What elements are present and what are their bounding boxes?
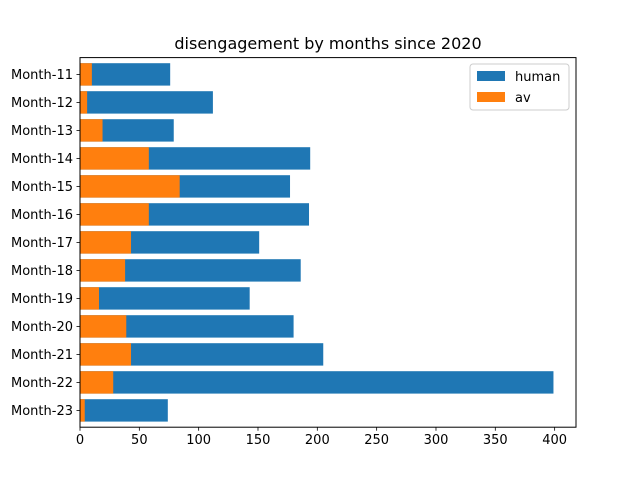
- bar-av-month-22: [80, 371, 114, 394]
- legend-swatch-human: [477, 71, 505, 81]
- y-tick-label: Month-23: [11, 404, 73, 419]
- x-tick-label: 300: [424, 433, 449, 448]
- bars-group: [80, 63, 554, 422]
- y-axis: Month-11 Month-12 Month-13 Month-14 Month-15…: [11, 68, 80, 419]
- bar-human-month-11: [80, 63, 171, 86]
- x-tick-label: 350: [483, 433, 508, 448]
- x-tick-label: 100: [186, 433, 211, 448]
- y-tick-label: Month-14: [11, 152, 73, 167]
- bar-av-month-14: [80, 147, 149, 170]
- bar-av-month-12: [80, 91, 88, 114]
- x-tick-label: 200: [305, 433, 330, 448]
- bar-human-month-19: [80, 287, 250, 310]
- x-tick-label: 400: [542, 433, 567, 448]
- bar-human-month-18: [80, 259, 301, 282]
- y-tick-label: Month-21: [11, 348, 73, 363]
- x-tick-label: 0: [76, 433, 84, 448]
- bar-human-month-13: [80, 119, 174, 142]
- x-tick-label: 150: [246, 433, 271, 448]
- legend-swatch-av: [477, 92, 505, 102]
- bar-av-month-18: [80, 259, 126, 282]
- y-tick-label: Month-22: [11, 376, 73, 391]
- y-tick-label: Month-19: [11, 292, 73, 307]
- y-tick-label: Month-12: [11, 96, 73, 111]
- legend: human av: [469, 63, 570, 111]
- legend-label-av: av: [515, 91, 531, 106]
- bar-human-month-22: [80, 371, 554, 394]
- bar-human-month-21: [80, 343, 324, 366]
- legend-label-human: human: [515, 70, 560, 85]
- bar-av-month-11: [80, 63, 92, 86]
- y-tick-label: Month-15: [11, 180, 73, 195]
- y-tick-label: Month-16: [11, 208, 73, 223]
- bar-av-month-23: [80, 399, 85, 422]
- bar-av-month-13: [80, 119, 103, 142]
- x-tick-label: 250: [364, 433, 389, 448]
- chart-title: disengagement by months since 2020: [174, 34, 481, 53]
- y-tick-label: Month-20: [11, 320, 73, 335]
- bar-human-month-12: [80, 91, 213, 114]
- bar-av-month-21: [80, 343, 132, 366]
- y-tick-label: Month-18: [11, 264, 73, 279]
- y-tick-label: Month-17: [11, 236, 73, 251]
- bar-av-month-17: [80, 231, 132, 254]
- bar-av-month-15: [80, 175, 180, 198]
- x-tick-label: 50: [131, 433, 148, 448]
- y-tick-label: Month-13: [11, 124, 73, 139]
- bar-av-month-19: [80, 287, 99, 310]
- bar-human-month-23: [80, 399, 168, 422]
- bar-human-month-20: [80, 315, 294, 338]
- y-tick-label: Month-11: [11, 68, 73, 83]
- bar-av-month-16: [80, 203, 149, 226]
- bar-av-month-20: [80, 315, 127, 338]
- x-axis: 0 50 100 150 200 250 300 350 400: [76, 427, 567, 448]
